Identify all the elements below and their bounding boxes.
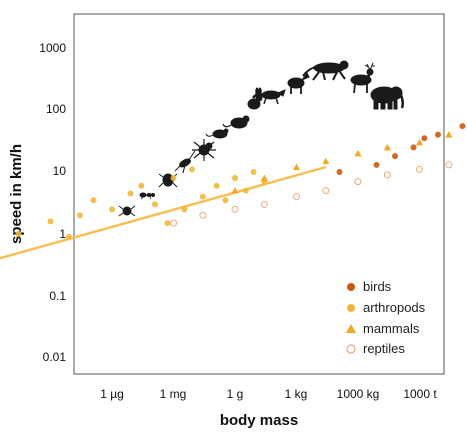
y-tick-label: 0.1 xyxy=(49,289,66,303)
data-point-mammals xyxy=(383,143,391,151)
data-point-mammals xyxy=(354,149,362,157)
data-point-mammals xyxy=(231,187,239,194)
data-point-arthropods xyxy=(127,190,134,197)
x-tick-label: 1 µg xyxy=(100,387,124,401)
x-tick-label: 1 g xyxy=(227,387,244,401)
data-point-birds xyxy=(459,123,466,130)
rat-icon xyxy=(222,115,250,129)
x-axis: 1 µg 1 mg 1 g 1 kg 1000 kg 1000 t body m… xyxy=(100,387,437,429)
y-tick-label: 100 xyxy=(46,102,66,116)
data-point-arthropods xyxy=(242,187,249,194)
data-point-arthropods xyxy=(138,182,145,189)
data-point-reptiles xyxy=(293,193,300,201)
fox-icon xyxy=(251,89,286,105)
data-point-reptiles xyxy=(416,165,423,173)
data-point-arthropods xyxy=(250,169,257,175)
data-point-reptiles xyxy=(445,161,453,169)
cricket-icon xyxy=(174,150,196,174)
data-point-birds xyxy=(373,161,380,168)
data-point-birds xyxy=(435,131,442,138)
y-tick-label: 10 xyxy=(53,164,67,178)
y-tick-label: 1000 xyxy=(39,41,66,55)
y-axis: 0.01 0.1 1 10 100 1000 speed in km/h xyxy=(8,41,66,364)
cheetah-icon xyxy=(302,60,349,81)
data-point-arthropods xyxy=(66,233,73,240)
spider-icon xyxy=(192,139,216,161)
data-point-arthropods xyxy=(232,175,238,182)
y-axis-title: speed in km/h xyxy=(8,144,25,244)
data-point-birds xyxy=(336,169,343,175)
data-layer xyxy=(0,123,466,260)
rabbit-icon xyxy=(247,87,263,110)
data-point-arthropods xyxy=(15,231,22,237)
data-point-arthropods xyxy=(47,218,54,225)
data-point-reptiles xyxy=(354,178,362,186)
legend: birds arthropods mammals reptiles xyxy=(346,279,426,356)
data-point-mammals xyxy=(445,131,453,138)
legend-label: mammals xyxy=(363,321,420,336)
data-point-mammals xyxy=(416,138,423,146)
elephant-icon xyxy=(370,86,405,110)
mouse-icon xyxy=(205,128,229,139)
ant-icon xyxy=(139,192,155,200)
legend-marker-birds xyxy=(347,283,355,291)
legend-marker-mammals xyxy=(346,324,356,333)
legend-item-birds: birds xyxy=(347,279,392,294)
legend-label: reptiles xyxy=(363,341,405,356)
data-point-arthropods xyxy=(222,197,229,204)
x-tick-label: 1 kg xyxy=(285,387,308,401)
data-point-arthropods xyxy=(181,206,188,213)
legend-label: arthropods xyxy=(363,300,426,315)
data-point-reptiles xyxy=(199,211,207,219)
data-point-mammals xyxy=(293,163,300,171)
data-point-arthropods xyxy=(109,206,115,213)
silhouettes xyxy=(118,60,405,217)
x-tick-label: 1000 kg xyxy=(337,387,380,401)
data-point-reptiles xyxy=(231,205,239,213)
data-point-birds xyxy=(421,135,428,142)
data-point-arthropods xyxy=(199,193,206,200)
mite-icon xyxy=(118,205,136,217)
data-point-arthropods xyxy=(189,166,196,173)
data-point-mammals xyxy=(322,157,330,165)
legend-item-arthropods: arthropods xyxy=(347,300,426,315)
data-point-arthropods xyxy=(213,182,220,189)
data-point-birds xyxy=(410,144,417,151)
data-point-reptiles xyxy=(322,187,330,195)
x-tick-label: 1 mg xyxy=(160,387,187,401)
data-point-arthropods xyxy=(90,197,97,204)
legend-marker-arthropods xyxy=(347,304,355,312)
y-tick-label: 1 xyxy=(59,227,66,241)
data-point-arthropods xyxy=(76,212,83,219)
data-point-arthropods xyxy=(170,175,177,182)
data-point-arthropods xyxy=(151,201,158,208)
goat-icon xyxy=(287,72,310,94)
data-point-arthropods xyxy=(164,220,171,227)
deer-icon xyxy=(350,62,375,94)
legend-item-reptiles: reptiles xyxy=(346,341,405,356)
y-tick-label: 0.01 xyxy=(43,350,67,364)
x-axis-title: body mass xyxy=(220,412,298,429)
data-point-reptiles xyxy=(383,171,391,179)
data-point-mammals xyxy=(260,174,268,182)
fit-line xyxy=(0,165,327,260)
legend-item-mammals: mammals xyxy=(346,321,420,336)
data-point-reptiles xyxy=(260,200,268,208)
x-tick-label: 1000 t xyxy=(403,387,437,401)
legend-marker-reptiles xyxy=(346,344,356,354)
plot-area xyxy=(73,13,445,375)
legend-label: birds xyxy=(363,279,392,294)
data-point-birds xyxy=(392,153,399,160)
